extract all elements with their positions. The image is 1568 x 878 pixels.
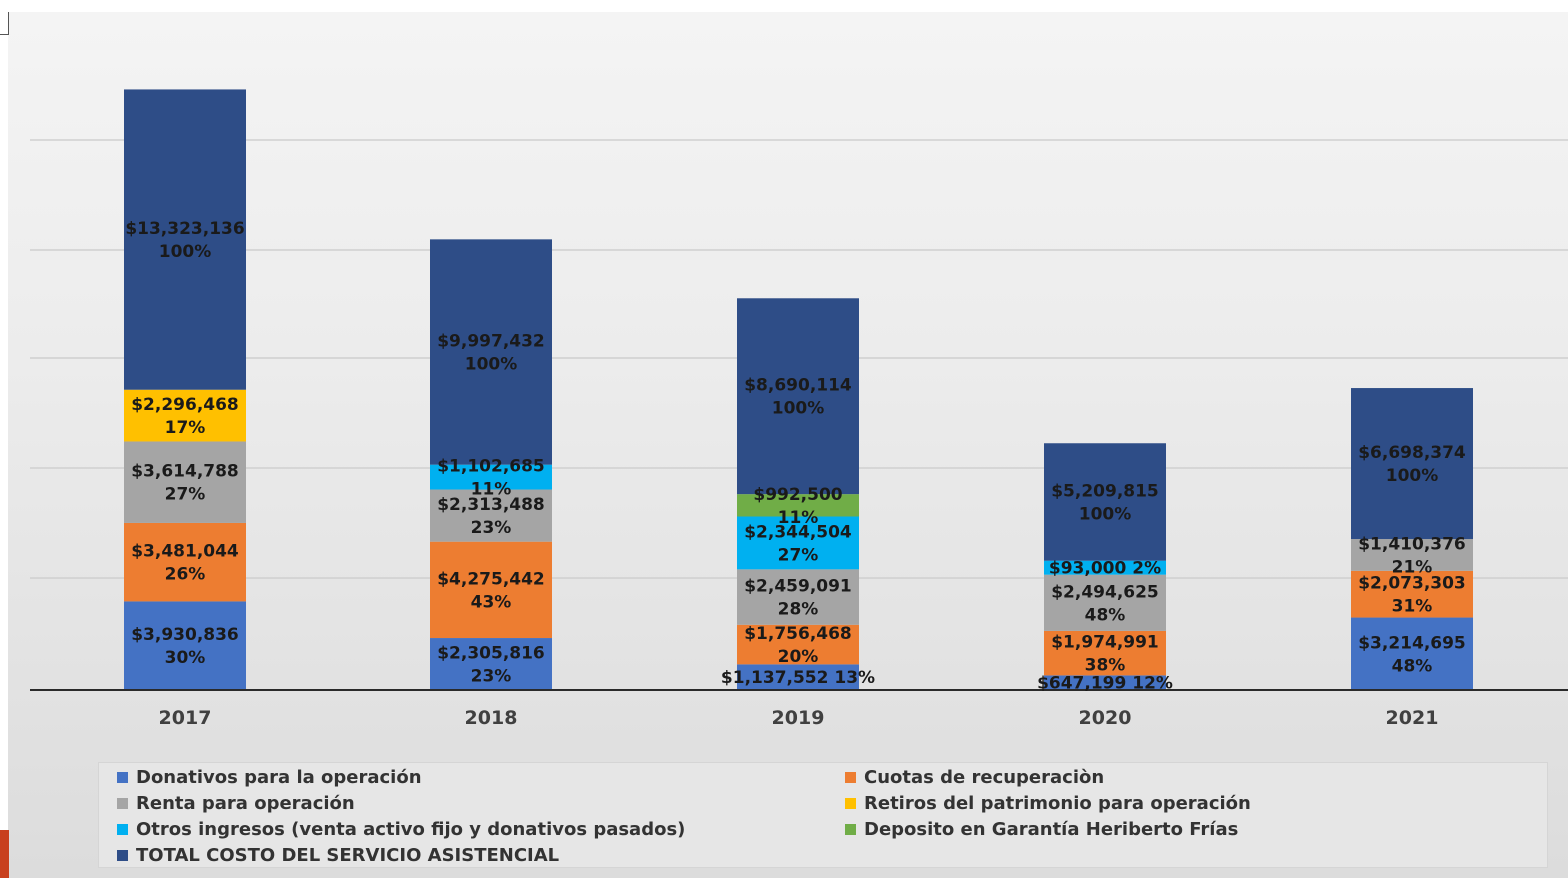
bar-2018-cuotas-de-recuperaci-n <box>430 541 552 639</box>
legend-label: Deposito en Garantía Heriberto Frías <box>864 819 1239 840</box>
legend-item-total: TOTAL COSTO DEL SERVICIO ASISTENCIAL <box>117 845 559 866</box>
slide-accent-tab <box>0 830 9 878</box>
data-label-2021-cuotas-de-recuperaci-n: $2,073,303 31% <box>1358 574 1466 617</box>
bar-2019-renta-para-operaci-n <box>737 569 859 625</box>
data-label-2019-renta-para-operaci-n: $2,459,091 28% <box>744 577 852 620</box>
legend-label: Otros ingresos (venta activo fijo y dona… <box>136 819 686 840</box>
bar-2021-renta-para-operaci-n <box>1351 539 1473 571</box>
bar-2019-cuotas-de-recuperaci-n <box>737 624 859 665</box>
legend-item-renta: Renta para operación <box>117 793 355 814</box>
data-label-2019-donativos-para-la-operac: $1,137,552 13% <box>721 668 875 688</box>
data-label-2018-cuotas-de-recuperaci-n: $4,275,442 43% <box>437 569 545 612</box>
bar-2018-renta-para-operaci-n <box>430 489 552 542</box>
x-tick-label-2019: 2019 <box>772 707 825 729</box>
bar-2019-total-costo-del-servicio <box>737 298 859 495</box>
legend-swatch <box>117 798 128 809</box>
legend-swatch <box>117 850 128 861</box>
data-label-2021-donativos-para-la-operac: $3,214,695 48% <box>1358 633 1466 676</box>
data-label-2019-cuotas-de-recuperaci-n: $1,756,468 20% <box>744 624 852 667</box>
data-label-2020-donativos-para-la-operac: $647,199 12% <box>1037 674 1173 694</box>
x-tick-label-2021: 2021 <box>1386 707 1439 729</box>
data-label-2019-total-costo-del-servicio: $8,690,114 100% <box>744 376 852 419</box>
legend-label: TOTAL COSTO DEL SERVICIO ASISTENCIAL <box>136 845 560 866</box>
corner-decoration <box>0 12 9 35</box>
legend-swatch <box>845 772 856 783</box>
bar-2017-donativos-para-la-operac <box>124 601 246 690</box>
data-label-2018-otros-ingresos-venta-act: $1,102,685 11% <box>437 457 545 500</box>
data-label-2021-renta-para-operaci-n: $1,410,376 21% <box>1358 534 1466 577</box>
bar-2019-deposito-en-garant-a-her <box>737 494 859 517</box>
bar-2017-cuotas-de-recuperaci-n <box>124 522 246 602</box>
legend-item-retiros: Retiros del patrimonio para operación <box>845 793 1251 814</box>
bar-2017-retiros-del-patrimonio-p <box>124 389 246 442</box>
data-label-2020-cuotas-de-recuperaci-n: $1,974,991 38% <box>1051 633 1159 676</box>
legend-label: Cuotas de recuperaciòn <box>864 767 1105 788</box>
data-label-2020-otros-ingresos-venta-act: $93,000 2% <box>1049 559 1161 579</box>
data-label-2018-donativos-para-la-operac: $2,305,816 23% <box>437 644 545 687</box>
data-label-2021-total-costo-del-servicio: $6,698,374 100% <box>1358 443 1466 486</box>
legend-label: Renta para operación <box>136 793 355 814</box>
legend-label: Retiros del patrimonio para operación <box>864 793 1251 814</box>
data-label-2017-donativos-para-la-operac: $3,930,836 30% <box>131 625 239 668</box>
data-label-2020-total-costo-del-servicio: $5,209,815 100% <box>1051 481 1159 524</box>
x-tick-label-2017: 2017 <box>159 707 212 729</box>
bar-2020-cuotas-de-recuperaci-n <box>1044 630 1166 676</box>
data-label-2017-cuotas-de-recuperaci-n: $3,481,044 26% <box>131 542 239 585</box>
stacked-bar-chart: 2017 2018 2019 2020 2021 $3,930,836 30% $3,481,… <box>30 89 1568 729</box>
bar-2020-renta-para-operaci-n <box>1044 574 1166 631</box>
legend-label: Donativos para la operación <box>136 767 422 788</box>
data-label-2018-renta-para-operaci-n: $2,313,488 23% <box>437 495 545 538</box>
bar-2021-cuotas-de-recuperaci-n <box>1351 570 1473 618</box>
bar-2017-renta-para-operaci-n <box>124 441 246 523</box>
x-tick-label-2018: 2018 <box>465 707 518 729</box>
legend-item-otros: Otros ingresos (venta activo fijo y dona… <box>117 819 685 840</box>
legend-swatch <box>117 824 128 835</box>
legend-item-cuotas: Cuotas de recuperaciòn <box>845 767 1104 788</box>
chart-legend: Donativos para la operación Cuotas de re… <box>98 762 1548 868</box>
data-label-2020-renta-para-operaci-n: $2,494,625 48% <box>1051 582 1159 625</box>
bar-2020-donativos-para-la-operac <box>1044 675 1166 690</box>
bar-2021-total-costo-del-servicio <box>1351 388 1473 540</box>
bar-2021-donativos-para-la-operac <box>1351 617 1473 690</box>
bar-2020-otros-ingresos-venta-act <box>1044 560 1166 575</box>
bar-2020-total-costo-del-servicio <box>1044 443 1166 561</box>
data-label-2017-renta-para-operaci-n: $3,614,788 27% <box>131 462 239 505</box>
bar-2018-otros-ingresos-venta-act <box>430 464 552 490</box>
legend-item-deposito: Deposito en Garantía Heriberto Frías <box>845 819 1238 840</box>
legend-item-donativos: Donativos para la operación <box>117 767 422 788</box>
legend-swatch <box>845 824 856 835</box>
legend-swatch <box>845 798 856 809</box>
data-label-2019-deposito-en-garant-a-her: $992,500 11% <box>753 485 842 528</box>
bar-2018-donativos-para-la-operac <box>430 638 552 690</box>
bar-2019-donativos-para-la-operac <box>737 664 859 690</box>
data-label-2018-total-costo-del-servicio: $9,997,432 100% <box>437 332 545 375</box>
data-label-2017-retiros-del-patrimonio-p: $2,296,468 17% <box>131 395 239 438</box>
bar-2018-total-costo-del-servicio <box>430 239 552 465</box>
data-label-2019-otros-ingresos-venta-act: $2,344,504 27% <box>744 522 852 565</box>
data-label-2017-total-costo-del-servicio: $13,323,136 100% <box>125 219 244 262</box>
bar-2019-otros-ingresos-venta-act <box>737 516 859 570</box>
x-tick-label-2020: 2020 <box>1079 707 1132 729</box>
bar-2017-total-costo-del-servicio <box>124 89 246 390</box>
legend-swatch <box>117 772 128 783</box>
